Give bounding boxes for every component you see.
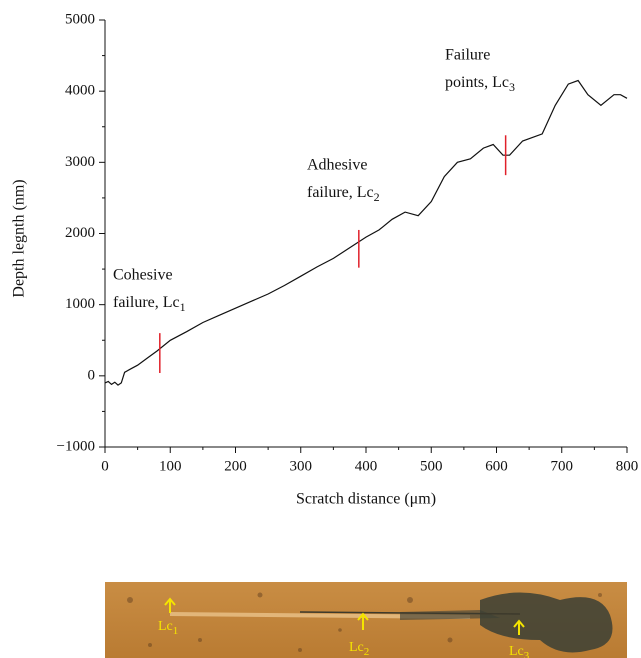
x-tick-label: 300 — [290, 458, 313, 474]
x-tick-label: 800 — [616, 458, 639, 474]
annotation-subscript: 2 — [374, 190, 380, 204]
y-tick-label: 0 — [88, 367, 96, 383]
y-tick-label: 5000 — [65, 11, 95, 27]
y-tick-label: 1000 — [65, 296, 95, 312]
x-tick-label: 100 — [159, 458, 182, 474]
x-tick-label: 400 — [355, 458, 378, 474]
arrows — [164, 597, 525, 635]
image-label-text: Lc — [158, 619, 173, 634]
x-tick-label: 700 — [551, 458, 574, 474]
annotation-subscript: 3 — [509, 80, 515, 94]
image-label-text: Lc — [349, 640, 364, 655]
annotation: points, Lc3 — [445, 74, 515, 94]
y-tick-label: 2000 — [65, 225, 95, 241]
micrograph — [105, 582, 627, 658]
x-tick-label: 500 — [420, 458, 443, 474]
x-tick-label: 600 — [485, 458, 508, 474]
annotation-text: failure, Lc — [307, 184, 374, 201]
annotation-text: points, Lc — [445, 74, 509, 91]
y-tick-label: 3000 — [65, 154, 95, 170]
image-label: Lc1 — [158, 619, 178, 636]
image-label-text: Lc — [509, 644, 524, 658]
x-tick-label: 200 — [224, 458, 247, 474]
annotation: Failure — [445, 47, 490, 64]
image-label: Lc3 — [509, 644, 530, 658]
data-line — [104, 79, 628, 386]
y-axis-label: Depth legnth (nm) — [11, 179, 28, 297]
annotation: failure, Lc1 — [113, 294, 186, 314]
y-tick-label: −1000 — [57, 438, 95, 454]
annotation-text: failure, Lc — [113, 294, 180, 311]
annotation-subscript: 1 — [180, 300, 186, 314]
x-tick-label: 0 — [101, 458, 109, 474]
image-label-subscript: 3 — [524, 650, 530, 658]
image-label-subscript: 1 — [173, 625, 179, 637]
image-label: Lc2 — [349, 640, 369, 657]
image-label-subscript: 2 — [364, 646, 370, 658]
y-tick-label: 4000 — [65, 83, 95, 99]
annotation: failure, Lc2 — [307, 184, 380, 204]
annotation: Cohesive — [113, 267, 173, 284]
annotation: Adhesive — [307, 157, 367, 174]
x-axis-label: Scratch distance (μm) — [296, 491, 436, 508]
